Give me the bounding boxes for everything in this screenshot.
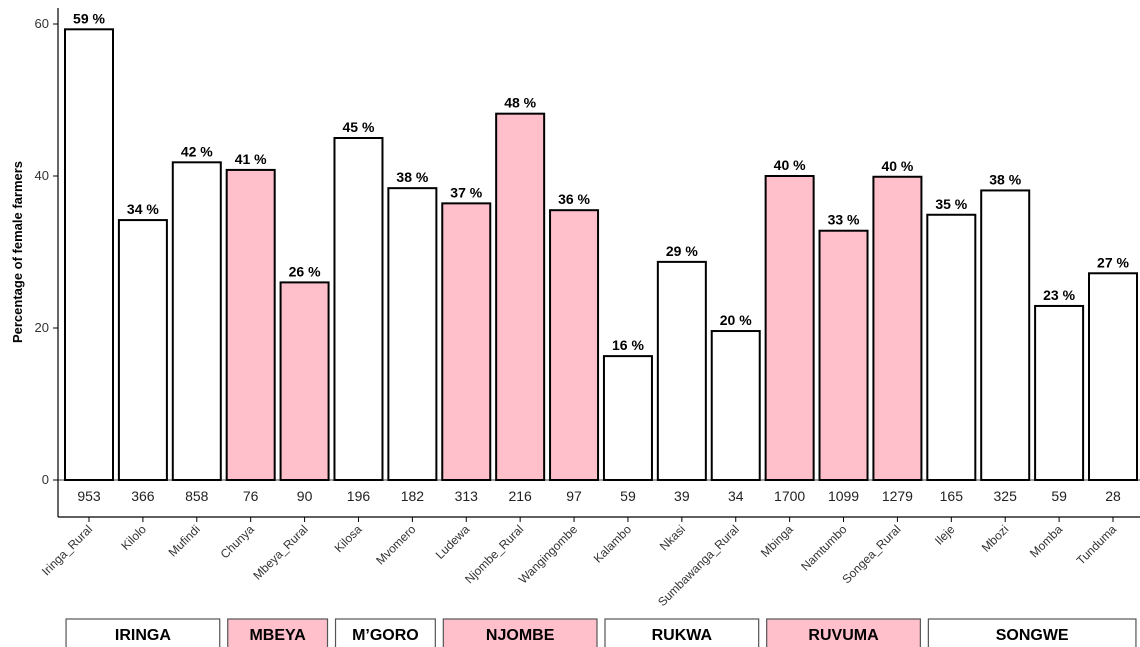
bar-ludewa <box>441 202 492 482</box>
bar-count-label: 90 <box>297 488 313 504</box>
region-label: MBEYA <box>249 627 306 644</box>
bar-value-label: 27 % <box>1097 254 1129 270</box>
x-tick-label: Kilolo <box>118 522 149 553</box>
x-tick-label: Ileje <box>932 522 958 548</box>
bar-value-label: 29 % <box>666 243 698 259</box>
bar-songea-rural <box>872 175 923 481</box>
x-tick-label: Mufindi <box>166 522 203 559</box>
bar-value-label: 34 % <box>127 201 159 217</box>
bar-count-label: 76 <box>243 488 259 504</box>
bar-count-label: 366 <box>131 488 155 504</box>
x-tick-label: Kilosa <box>332 522 365 555</box>
region-box-njombe <box>442 618 598 647</box>
region-label: RUKWA <box>652 627 713 644</box>
bar-count-label: 34 <box>728 488 744 504</box>
x-tick-label: Chunya <box>218 522 257 561</box>
bar-nkasi <box>656 260 707 481</box>
bar-value-label: 35 % <box>935 196 967 212</box>
bar-count-label: 59 <box>620 488 636 504</box>
bar-value-label: 38 % <box>989 171 1021 187</box>
bar-mbozi <box>980 189 1031 481</box>
x-tick-label: Namtumbo <box>798 522 850 574</box>
bar-count-label: 216 <box>508 488 532 504</box>
bar-value-label: 23 % <box>1043 287 1075 303</box>
bar-namtumbo <box>818 229 869 481</box>
bar-kalambo <box>602 355 653 481</box>
bar-value-label: 41 % <box>235 151 267 167</box>
region-label: SONGWE <box>996 627 1069 644</box>
y-tick-label: 20 <box>35 320 49 335</box>
region-label: M’GORO <box>352 627 419 644</box>
bar-wangingombe <box>549 209 600 481</box>
bar-value-label: 59 % <box>73 10 105 26</box>
region-boxes: IRINGA MBEYA M’GORO NJOMBE RUKWA RUVUMA SONGWE <box>65 618 1137 647</box>
bar-value-label: 26 % <box>289 263 321 279</box>
bar-momba <box>1034 304 1085 481</box>
bar-value-label: 38 % <box>396 169 428 185</box>
x-tick-label: Kalambo <box>591 522 635 566</box>
bars: 59 % 953 Iringa_Rural 34 % 366 Kilolo 42 % 858 M… <box>39 10 1138 609</box>
bar-chunya <box>225 168 276 481</box>
region-box-iringa <box>65 618 221 647</box>
region-label: RUVUMA <box>808 627 879 644</box>
x-tick-label: Momba <box>1027 522 1065 560</box>
bar-count-label: 1279 <box>882 488 913 504</box>
region-box-songwe <box>927 618 1137 647</box>
x-tick-label: Mbozi <box>979 522 1012 555</box>
bar-count-label: 858 <box>185 488 209 504</box>
bar-kilosa <box>333 137 384 481</box>
region-box-rukwa <box>604 618 760 647</box>
x-tick-label: Tunduma <box>1074 522 1120 568</box>
bar-mvomero <box>387 187 438 481</box>
bar-count-label: 165 <box>940 488 964 504</box>
y-tick-label: 40 <box>35 168 49 183</box>
bar-value-label: 33 % <box>828 212 860 228</box>
bar-mbeya-rural <box>279 281 330 481</box>
bar-count-label: 313 <box>455 488 479 504</box>
y-axis-label: Percentage of female farmers <box>10 161 25 343</box>
x-tick-label: Mbinga <box>758 522 796 560</box>
region-box-mbeya <box>227 618 329 647</box>
bar-iringa-rural <box>64 28 114 481</box>
bar-value-label: 45 % <box>343 119 375 135</box>
bar-ileje <box>926 213 977 481</box>
x-tick-label: Mvomero <box>373 522 418 567</box>
bar-count-label: 39 <box>674 488 690 504</box>
bar-count-label: 196 <box>347 488 371 504</box>
bar-sumbawanga-rural <box>710 330 761 482</box>
bar-tunduma <box>1088 272 1138 481</box>
x-tick-label: Iringa_Rural <box>39 522 95 578</box>
bar-mbinga <box>764 175 815 481</box>
bar-count-label: 97 <box>566 488 582 504</box>
region-label: NJOMBE <box>486 627 555 644</box>
bar-value-label: 40 % <box>774 157 806 173</box>
bar-kilolo <box>117 219 168 482</box>
bar-count-label: 28 <box>1105 488 1121 504</box>
y-tick-label: 0 <box>42 472 49 487</box>
bar-value-label: 37 % <box>450 184 482 200</box>
bar-count-label: 182 <box>401 488 425 504</box>
bar-count-label: 325 <box>994 488 1018 504</box>
region-label: IRINGA <box>115 627 171 644</box>
bar-mufindi <box>171 161 222 481</box>
bar-value-label: 36 % <box>558 191 590 207</box>
bar-count-label: 1099 <box>828 488 859 504</box>
x-tick-label: Nkasi <box>657 522 688 553</box>
x-tick-label: Mbeya_Rural <box>250 522 310 582</box>
x-tick-label: Ludewa <box>433 522 473 562</box>
region-box-mgoro <box>334 618 436 647</box>
bar-value-label: 48 % <box>504 95 536 111</box>
bar-count-label: 953 <box>77 488 101 504</box>
region-box-ruvuma <box>766 618 921 647</box>
bar-njombe-rural <box>495 112 546 482</box>
y-tick-label: 60 <box>35 16 49 31</box>
bar-value-label: 16 % <box>612 337 644 353</box>
bar-value-label: 20 % <box>720 312 752 328</box>
bar-value-label: 40 % <box>881 158 913 174</box>
bar-count-label: 59 <box>1051 488 1067 504</box>
bar-value-label: 42 % <box>181 143 213 159</box>
bar-count-label: 1700 <box>774 488 805 504</box>
